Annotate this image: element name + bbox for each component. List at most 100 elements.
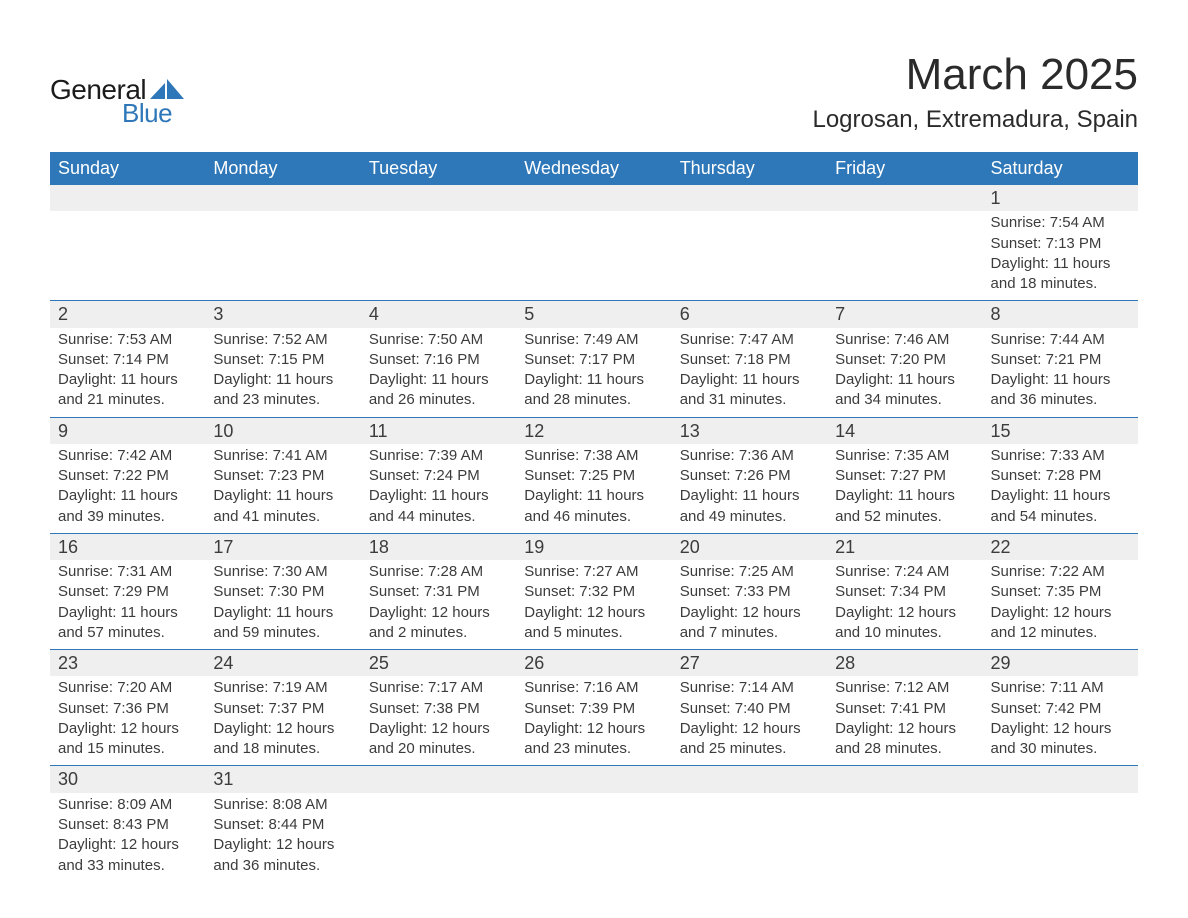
sunrise-text: Sunrise: 7:54 AM	[991, 213, 1130, 233]
sunset-text: Sunset: 7:17 PM	[524, 350, 663, 370]
sunrise-text: Sunrise: 7:31 AM	[58, 562, 197, 582]
calendar-table: Sunday Monday Tuesday Wednesday Thursday…	[50, 152, 1138, 882]
sunrise-text: Sunrise: 7:42 AM	[58, 446, 197, 466]
daylight-text: Daylight: 11 hours	[680, 486, 819, 506]
sunrise-text: Sunrise: 7:47 AM	[680, 330, 819, 350]
day-detail-cell: Sunrise: 7:16 AMSunset: 7:39 PMDaylight:…	[516, 676, 671, 766]
day-number: 8	[991, 304, 1001, 324]
sunrise-text: Sunrise: 7:35 AM	[835, 446, 974, 466]
day-number: 6	[680, 304, 690, 324]
sunset-text: Sunset: 7:42 PM	[991, 699, 1130, 719]
sunset-text: Sunset: 8:44 PM	[213, 815, 352, 835]
sunset-text: Sunset: 7:30 PM	[213, 582, 352, 602]
day-detail-cell: Sunrise: 7:35 AMSunset: 7:27 PMDaylight:…	[827, 444, 982, 534]
daylight-text: Daylight: 11 hours	[680, 370, 819, 390]
daylight-text: Daylight: 11 hours	[835, 486, 974, 506]
daylight-text: Daylight: 11 hours	[991, 370, 1130, 390]
detail-row: Sunrise: 7:53 AMSunset: 7:14 PMDaylight:…	[50, 328, 1138, 418]
daylight-text: Daylight: 12 hours	[524, 603, 663, 623]
header-row: General Blue March 2025 Logrosan, Extrem…	[50, 50, 1138, 134]
daylight-text: and 28 minutes.	[524, 390, 663, 410]
day-detail-cell: Sunrise: 7:27 AMSunset: 7:32 PMDaylight:…	[516, 560, 671, 650]
day-number-cell: 23	[50, 650, 205, 677]
daylight-text: Daylight: 12 hours	[835, 719, 974, 739]
day-detail-cell: Sunrise: 7:12 AMSunset: 7:41 PMDaylight:…	[827, 676, 982, 766]
day-number-cell: 4	[361, 301, 516, 328]
sunrise-text: Sunrise: 7:41 AM	[213, 446, 352, 466]
day-number: 22	[991, 537, 1011, 557]
day-number-cell: 3	[205, 301, 360, 328]
sunrise-text: Sunrise: 7:33 AM	[991, 446, 1130, 466]
daylight-text: Daylight: 12 hours	[213, 719, 352, 739]
daylight-text: and 54 minutes.	[991, 507, 1130, 527]
daylight-text: and 41 minutes.	[213, 507, 352, 527]
day-number-cell	[205, 185, 360, 211]
day-number: 1	[991, 188, 1001, 208]
daylight-text: and 25 minutes.	[680, 739, 819, 759]
daylight-text: and 5 minutes.	[524, 623, 663, 643]
daynum-row: 30 31	[50, 766, 1138, 793]
daylight-text: and 12 minutes.	[991, 623, 1130, 643]
weekday-header: Friday	[827, 152, 982, 185]
day-detail-cell: Sunrise: 7:31 AMSunset: 7:29 PMDaylight:…	[50, 560, 205, 650]
sunset-text: Sunset: 7:28 PM	[991, 466, 1130, 486]
day-number-cell: 5	[516, 301, 671, 328]
sunrise-text: Sunrise: 7:20 AM	[58, 678, 197, 698]
day-detail-cell: Sunrise: 7:46 AMSunset: 7:20 PMDaylight:…	[827, 328, 982, 418]
day-detail-cell: Sunrise: 7:14 AMSunset: 7:40 PMDaylight:…	[672, 676, 827, 766]
daylight-text: and 34 minutes.	[835, 390, 974, 410]
day-number: 21	[835, 537, 855, 557]
weekday-header: Saturday	[983, 152, 1138, 185]
sunset-text: Sunset: 7:34 PM	[835, 582, 974, 602]
day-detail-cell: Sunrise: 7:11 AMSunset: 7:42 PMDaylight:…	[983, 676, 1138, 766]
sunrise-text: Sunrise: 7:27 AM	[524, 562, 663, 582]
day-number: 15	[991, 421, 1011, 441]
day-detail-cell	[672, 211, 827, 301]
day-detail-cell: Sunrise: 7:52 AMSunset: 7:15 PMDaylight:…	[205, 328, 360, 418]
sunset-text: Sunset: 7:38 PM	[369, 699, 508, 719]
daylight-text: Daylight: 11 hours	[524, 486, 663, 506]
weekday-header: Thursday	[672, 152, 827, 185]
day-number: 31	[213, 769, 233, 789]
day-number-cell	[516, 766, 671, 793]
day-number-cell: 12	[516, 417, 671, 444]
logo: General Blue	[50, 74, 184, 129]
daylight-text: and 21 minutes.	[58, 390, 197, 410]
day-number-cell: 1	[983, 185, 1138, 211]
daylight-text: and 7 minutes.	[680, 623, 819, 643]
weekday-header: Sunday	[50, 152, 205, 185]
page-title: March 2025	[812, 50, 1138, 100]
sunrise-text: Sunrise: 7:17 AM	[369, 678, 508, 698]
day-detail-cell: Sunrise: 8:09 AMSunset: 8:43 PMDaylight:…	[50, 793, 205, 882]
day-number-cell	[983, 766, 1138, 793]
daylight-text: Daylight: 11 hours	[213, 370, 352, 390]
day-detail-cell	[827, 793, 982, 882]
sunrise-text: Sunrise: 8:08 AM	[213, 795, 352, 815]
day-detail-cell: Sunrise: 7:49 AMSunset: 7:17 PMDaylight:…	[516, 328, 671, 418]
sunrise-text: Sunrise: 7:16 AM	[524, 678, 663, 698]
daylight-text: and 20 minutes.	[369, 739, 508, 759]
detail-row: Sunrise: 7:54 AMSunset: 7:13 PMDaylight:…	[50, 211, 1138, 301]
day-number-cell	[361, 185, 516, 211]
sunrise-text: Sunrise: 7:38 AM	[524, 446, 663, 466]
day-number-cell: 14	[827, 417, 982, 444]
sunrise-text: Sunrise: 7:44 AM	[991, 330, 1130, 350]
sunrise-text: Sunrise: 7:14 AM	[680, 678, 819, 698]
daylight-text: Daylight: 12 hours	[524, 719, 663, 739]
weekday-header: Wednesday	[516, 152, 671, 185]
day-number: 12	[524, 421, 544, 441]
sunset-text: Sunset: 7:13 PM	[991, 234, 1130, 254]
day-number-cell: 8	[983, 301, 1138, 328]
day-detail-cell: Sunrise: 7:17 AMSunset: 7:38 PMDaylight:…	[361, 676, 516, 766]
sunset-text: Sunset: 7:41 PM	[835, 699, 974, 719]
sunset-text: Sunset: 7:36 PM	[58, 699, 197, 719]
page-subtitle: Logrosan, Extremadura, Spain	[812, 106, 1138, 134]
day-number-cell: 30	[50, 766, 205, 793]
weekday-header-row: Sunday Monday Tuesday Wednesday Thursday…	[50, 152, 1138, 185]
day-detail-cell: Sunrise: 7:20 AMSunset: 7:36 PMDaylight:…	[50, 676, 205, 766]
day-number: 7	[835, 304, 845, 324]
day-detail-cell: Sunrise: 7:39 AMSunset: 7:24 PMDaylight:…	[361, 444, 516, 534]
daylight-text: and 49 minutes.	[680, 507, 819, 527]
day-number-cell: 6	[672, 301, 827, 328]
day-number: 19	[524, 537, 544, 557]
